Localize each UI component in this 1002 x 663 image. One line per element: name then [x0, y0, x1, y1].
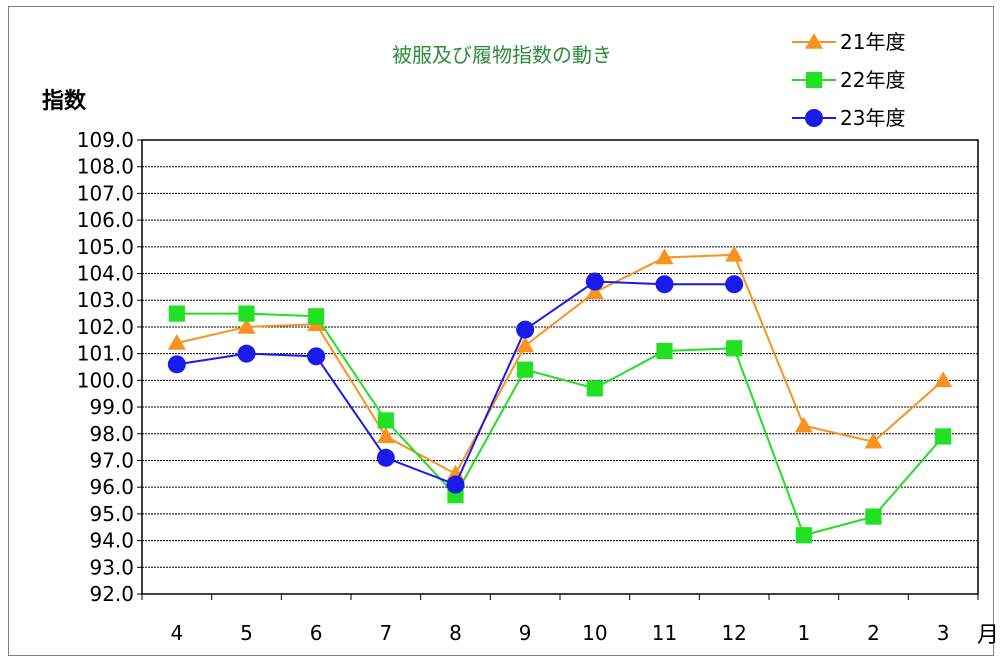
x-tick-label: 10 — [582, 621, 607, 645]
legend-entry: 23年度 — [840, 106, 905, 130]
y-tick-label: 95.0 — [89, 502, 134, 526]
y-tick-label: 105.0 — [77, 235, 134, 259]
x-tick-label: 11 — [652, 621, 677, 645]
series-square — [168, 305, 952, 544]
data-point — [167, 355, 186, 374]
legend-marker — [805, 71, 823, 89]
data-point — [656, 342, 673, 360]
x-tick-label: 6 — [310, 621, 323, 645]
y-tick-label: 109.0 — [77, 128, 134, 152]
y-tick-label: 100.0 — [77, 368, 134, 392]
data-point — [585, 272, 604, 291]
data-point — [726, 340, 743, 357]
data-point — [167, 333, 186, 350]
y-tick-label: 99.0 — [89, 395, 134, 419]
data-point — [376, 448, 395, 467]
data-point — [655, 248, 674, 265]
y-tick-label: 93.0 — [89, 555, 134, 579]
data-point — [307, 347, 326, 366]
data-point — [516, 336, 535, 353]
x-tick-label: 4 — [170, 621, 183, 645]
data-point — [237, 317, 256, 334]
y-tick-label: 103.0 — [77, 288, 134, 312]
y-tick-label: 97.0 — [89, 448, 134, 472]
series-line — [176, 253, 944, 476]
x-tick-label: 8 — [449, 621, 462, 645]
y-tick-label: 92.0 — [89, 582, 134, 606]
legend-entry: 22年度 — [840, 68, 905, 92]
y-tick-label: 106.0 — [77, 208, 134, 232]
data-point — [725, 275, 744, 294]
chart-title: 被服及び履物指数の動き — [392, 43, 612, 67]
y-tick-label: 104.0 — [77, 262, 134, 286]
legend-marker — [805, 33, 823, 49]
data-point — [864, 432, 883, 449]
x-axis-unit: 月 — [977, 623, 999, 648]
y-tick-label: 94.0 — [89, 529, 134, 553]
data-point — [168, 305, 185, 322]
data-point — [795, 527, 812, 544]
data-point — [655, 275, 674, 294]
y-tick-label: 108.0 — [77, 155, 134, 179]
data-point — [586, 380, 603, 397]
data-point — [934, 371, 953, 388]
series-line — [176, 312, 944, 537]
legend-marker — [805, 109, 823, 127]
y-tick-label: 107.0 — [77, 181, 134, 205]
data-point — [238, 305, 255, 322]
data-point — [865, 508, 882, 525]
legend-entry: 21年度 — [840, 30, 905, 54]
chart-frame — [8, 6, 994, 656]
x-tick-label: 3 — [937, 621, 950, 645]
data-point — [725, 245, 744, 262]
legend: 21年度 22年度 23年度 — [792, 30, 905, 130]
data-point — [446, 475, 465, 494]
y-tick-label: 96.0 — [89, 475, 134, 499]
series-circle — [167, 272, 744, 494]
data-point — [517, 361, 534, 378]
plot-border — [141, 139, 979, 595]
x-tick-label: 5 — [240, 621, 253, 645]
data-point — [935, 428, 952, 445]
y-tick-label: 101.0 — [77, 342, 134, 366]
data-point — [308, 308, 325, 325]
y-tick-label: 98.0 — [89, 422, 134, 446]
y-axis-label: 指数 — [42, 88, 87, 114]
x-tick-label: 9 — [519, 621, 532, 645]
data-point — [585, 283, 604, 299]
y-tick-label: 102.0 — [77, 315, 134, 339]
data-point — [377, 412, 394, 429]
data-point — [516, 320, 535, 339]
data-point — [794, 416, 813, 433]
x-tick-label: 1 — [797, 621, 810, 645]
x-tick-label: 12 — [721, 621, 746, 645]
data-point — [237, 344, 256, 363]
data-point — [376, 427, 395, 444]
series-triangle — [167, 245, 953, 481]
x-tick-label: 7 — [379, 621, 392, 645]
x-tick-label: 2 — [867, 621, 880, 645]
